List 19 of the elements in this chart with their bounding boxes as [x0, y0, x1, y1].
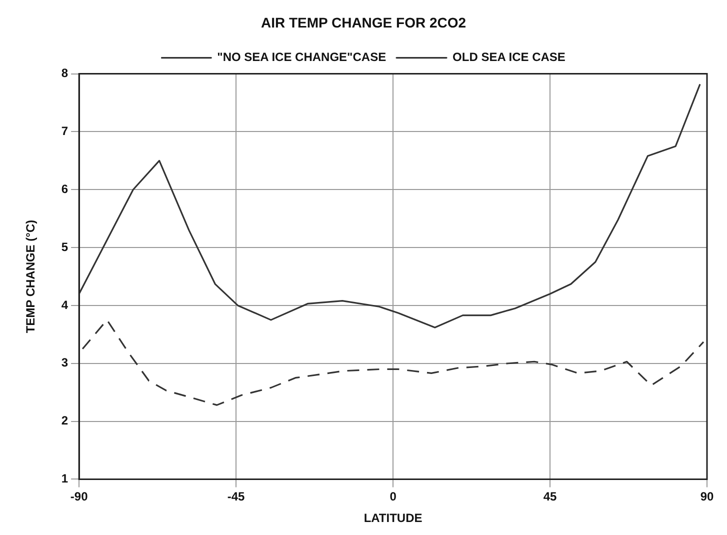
- x-tick-label: 90: [700, 490, 714, 504]
- chart-title: AIR TEMP CHANGE FOR 2CO2: [260, 14, 466, 30]
- line-series: [82, 319, 704, 406]
- y-tick-label: 6: [61, 182, 68, 196]
- y-tick-label: 3: [61, 356, 68, 370]
- x-tick-label: -45: [227, 490, 246, 504]
- x-tick-label: 45: [543, 490, 558, 504]
- legend-label: OLD SEA ICE CASE: [452, 50, 566, 64]
- x-axis-title: LATITUDE: [364, 511, 422, 526]
- y-tick-label: 8: [61, 66, 68, 80]
- y-tick-label: 2: [61, 414, 68, 428]
- x-tick-label: 0: [390, 490, 397, 504]
- legend-label: "NO SEA ICE CHANGE"CASE: [217, 50, 386, 64]
- y-tick-label: 1: [61, 472, 68, 486]
- y-axis-title: TEMP CHANGE (°C): [24, 220, 38, 334]
- y-tick-label: 5: [61, 240, 68, 254]
- y-tick-label: 4: [61, 298, 68, 312]
- y-tick-label: 7: [61, 124, 68, 138]
- x-tick-label: -90: [70, 490, 88, 504]
